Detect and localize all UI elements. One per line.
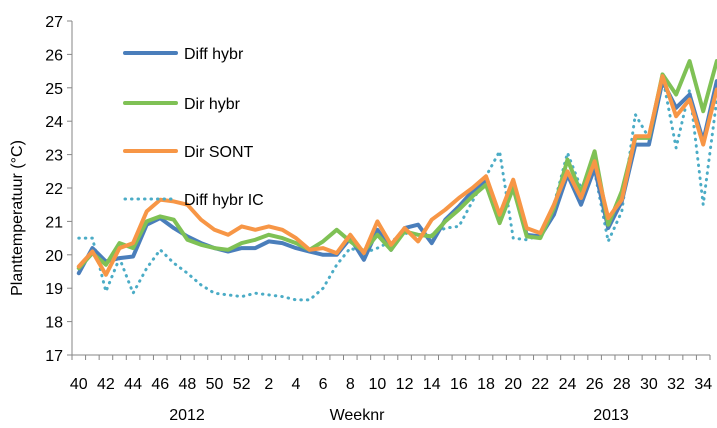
- x-tick-label: 26: [586, 376, 604, 393]
- y-axis-title: Planttemperatuur (°C): [9, 140, 26, 296]
- x-tick-label: 14: [423, 376, 441, 393]
- x-tick-label: 42: [97, 376, 115, 393]
- y-tick-label: 21: [45, 214, 63, 231]
- legend-label: Dir SONT: [184, 144, 254, 161]
- x-axis-title: Weeknr: [330, 407, 386, 424]
- x-tick-label: 10: [369, 376, 387, 393]
- y-tick-label: 17: [45, 348, 63, 365]
- y-tick-label: 24: [45, 114, 63, 131]
- x-tick-label: 30: [640, 376, 658, 393]
- x-tick-label: 12: [396, 376, 414, 393]
- x-tick-label: 6: [319, 376, 328, 393]
- legend-label: Diff hybr: [184, 46, 244, 63]
- x-tick-label: 22: [531, 376, 549, 393]
- y-tick-label: 18: [45, 315, 63, 332]
- x-tick-label: 24: [559, 376, 577, 393]
- x-tick-label: 44: [124, 376, 142, 393]
- y-tick-label: 25: [45, 81, 63, 98]
- year-label-2013: 2013: [593, 407, 629, 424]
- x-tick-label: 18: [477, 376, 495, 393]
- series-layer: [76, 59, 717, 302]
- x-tick-label: 4: [292, 376, 301, 393]
- legend-label: Dir hybr: [184, 96, 241, 113]
- series-line-diff-hybr-ic: [77, 74, 717, 302]
- legend-label: Diff hybr IC: [184, 192, 264, 209]
- x-tick-label: 52: [233, 376, 251, 393]
- y-tick-label: 26: [45, 47, 63, 64]
- x-tick-label: 40: [70, 376, 88, 393]
- x-tick-label: 16: [450, 376, 468, 393]
- y-axis: 17 18 19 20 21 22 23 24 25 26 27: [45, 14, 73, 365]
- legend: Diff hybr Dir hybr Dir SONT Diff hybr IC: [123, 46, 264, 209]
- series-line-dir-sont: [76, 74, 717, 277]
- y-tick-label: 23: [45, 148, 63, 165]
- series-line-dir-hybr: [76, 59, 717, 271]
- x-tick-label: 50: [206, 376, 224, 393]
- x-tick-label: 8: [346, 376, 355, 393]
- x-tick-label: 28: [613, 376, 631, 393]
- x-tick-label: 2: [264, 376, 273, 393]
- series-line-diff-hybr: [76, 79, 717, 276]
- x-tick-label: 46: [151, 376, 169, 393]
- y-tick-label: 27: [45, 14, 63, 31]
- x-tick-label: 48: [178, 376, 196, 393]
- y-tick-label: 22: [45, 181, 63, 198]
- year-label-2012: 2012: [169, 407, 205, 424]
- y-tick-label: 19: [45, 281, 63, 298]
- x-axis: 40 42 44 46 48 50 52 2 4 6 8 10 12 14 16 18 20 22 24 26 28 30…: [70, 354, 712, 393]
- y-tick-label: 20: [45, 248, 63, 265]
- x-tick-label: 34: [694, 376, 712, 393]
- x-tick-label: 20: [504, 376, 522, 393]
- x-tick-label: 32: [667, 376, 685, 393]
